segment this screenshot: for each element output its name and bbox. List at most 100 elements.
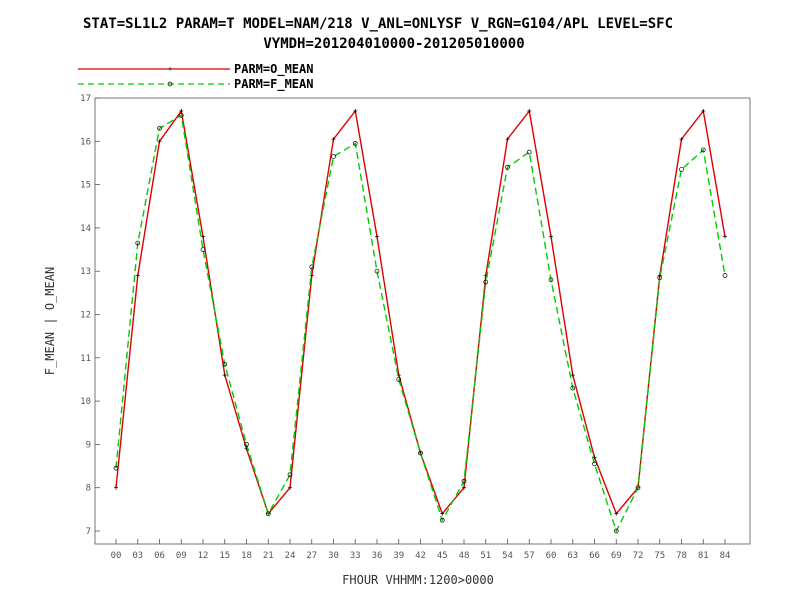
x-tick-label: 54 [502, 551, 513, 561]
data-point-parm-o-mean [505, 137, 510, 142]
x-tick-label: 24 [285, 551, 296, 561]
chart-title: STAT=SL1L2 PARAM=T MODEL=NAM/218 V_ANL=O… [83, 16, 673, 32]
y-tick-label: 8 [86, 484, 91, 494]
x-tick-label: 18 [241, 551, 252, 561]
y-tick-label: 11 [80, 354, 91, 364]
x-tick-label: 72 [633, 551, 644, 561]
legend-marker-f-mean [167, 81, 173, 87]
data-point-parm-o-mean [331, 137, 336, 142]
data-point-parm-o-mean [701, 108, 706, 113]
x-tick-label: 33 [350, 551, 361, 561]
data-point-parm-o-mean [288, 485, 292, 490]
x-tick-label: 75 [654, 551, 665, 561]
data-point-parm-f-mean [352, 141, 358, 146]
x-axis: 00 03 06 09 12 15 18 21 24 27 30 33 36 39 42 45 48 51 54 57… [111, 539, 731, 561]
data-point-parm-o-mean [201, 234, 205, 239]
data-point-parm-f-mean [526, 149, 532, 155]
x-tick-label: 36 [372, 551, 383, 561]
data-point-parm-o-mean [179, 108, 184, 113]
data-point-parm-f-mean [287, 472, 293, 478]
series-layer [113, 108, 728, 534]
x-tick-label: 27 [306, 551, 317, 561]
x-tick-label: 48 [459, 551, 470, 561]
y-tick-label: 13 [80, 267, 91, 277]
data-point-parm-f-mean [592, 461, 597, 467]
y-tick-label: 10 [80, 397, 91, 407]
y-tick-label: 16 [80, 137, 91, 147]
data-point-parm-o-mean [462, 485, 466, 490]
data-point-parm-f-mean [157, 125, 162, 131]
data-point-parm-f-mean [483, 279, 489, 285]
data-point-parm-o-mean [440, 511, 445, 516]
legend-label-o-mean: PARM=O_MEAN [234, 62, 313, 77]
data-point-parm-f-mean [722, 273, 728, 278]
data-point-parm-o-mean [353, 108, 358, 113]
legend: + PARM=O_MEAN PARM=F_MEAN [78, 62, 313, 92]
data-point-parm-o-mean [679, 137, 684, 142]
data-point-parm-o-mean [570, 373, 575, 378]
y-tick-label: 15 [80, 181, 91, 191]
data-point-parm-f-mean [679, 167, 684, 172]
x-tick-label: 09 [176, 551, 187, 561]
x-tick-label: 30 [328, 551, 339, 561]
legend-label-f-mean: PARM=F_MEAN [234, 77, 313, 92]
x-tick-label: 21 [263, 551, 274, 561]
x-tick-label: 39 [393, 551, 404, 561]
data-point-parm-f-mean [505, 164, 510, 170]
x-tick-label: 57 [524, 551, 535, 561]
y-tick-label: 17 [80, 94, 91, 104]
data-point-parm-f-mean [178, 112, 184, 118]
x-tick-label: 45 [437, 551, 448, 561]
x-tick-label: 42 [415, 551, 426, 561]
data-point-parm-f-mean [548, 277, 554, 283]
x-tick-label: 66 [589, 551, 600, 561]
data-point-parm-o-mean [723, 234, 727, 239]
data-point-parm-o-mean [375, 234, 379, 239]
chart-subtitle: VYMDH=201204010000-201205010000 [263, 36, 524, 52]
x-tick-label: 63 [567, 551, 578, 561]
x-tick-label: 78 [676, 551, 687, 561]
data-point-parm-o-mean [527, 108, 532, 113]
data-point-parm-f-mean [657, 275, 663, 281]
data-point-parm-o-mean [549, 234, 553, 239]
data-point-parm-o-mean [114, 485, 118, 490]
data-point-parm-f-mean [461, 478, 467, 484]
x-tick-label: 84 [720, 551, 731, 561]
x-tick-label: 00 [111, 551, 122, 561]
data-point-parm-f-mean [265, 511, 271, 517]
plot-area [94, 97, 751, 545]
data-point-parm-o-mean [157, 139, 162, 144]
x-tick-label: 12 [198, 551, 209, 561]
data-point-parm-f-mean [244, 442, 249, 447]
data-point-parm-f-mean [418, 450, 423, 456]
x-tick-label: 69 [611, 551, 622, 561]
data-point-parm-o-mean [309, 273, 314, 278]
x-axis-label: FHOUR VHHMM:1200>0000 [342, 573, 494, 587]
x-tick-label: 81 [698, 551, 709, 561]
data-point-parm-f-mean [439, 517, 445, 523]
y-axis-label: F_MEAN | O_MEAN [43, 267, 57, 375]
x-tick-label: 51 [480, 551, 491, 561]
legend-marker-o-mean: + [167, 64, 172, 74]
data-point-parm-f-mean [309, 264, 315, 270]
data-point-parm-o-mean [614, 511, 619, 516]
y-tick-label: 7 [86, 527, 91, 537]
data-point-parm-f-mean [570, 385, 576, 391]
data-point-parm-f-mean [635, 485, 641, 491]
data-point-parm-f-mean [613, 528, 619, 534]
data-point-parm-f-mean [396, 377, 402, 382]
x-tick-label: 15 [219, 551, 230, 561]
y-axis: 7 8 9 10 11 12 13 14 15 16 17 [80, 94, 100, 537]
series-line-parm-f-mean [115, 114, 726, 533]
x-tick-label: 03 [132, 551, 143, 561]
data-point-parm-f-mean [374, 268, 380, 274]
data-point-parm-f-mean [135, 240, 141, 246]
x-tick-label: 06 [154, 551, 165, 561]
data-point-parm-f-mean [700, 147, 706, 153]
data-point-parm-f-mean [113, 465, 119, 471]
y-tick-label: 12 [80, 311, 91, 321]
data-point-parm-o-mean [222, 373, 227, 378]
data-point-parm-o-mean [135, 273, 140, 278]
data-point-parm-f-mean [222, 361, 228, 367]
